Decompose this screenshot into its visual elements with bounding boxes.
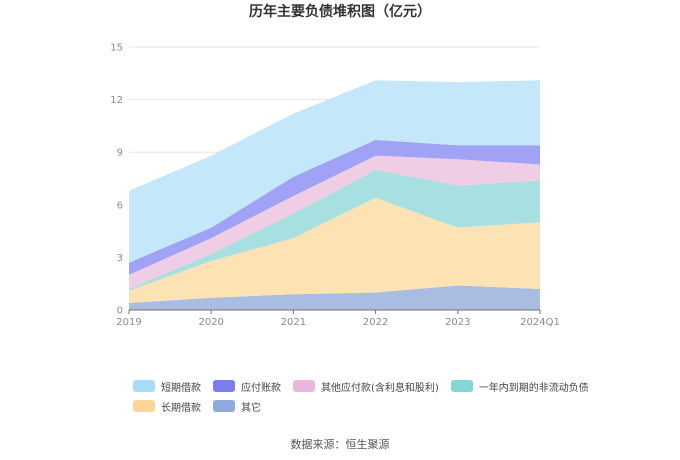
legend-label: 短期借款	[161, 382, 201, 394]
y-axis-ticks: 0 3 6 9 12 15	[110, 43, 123, 317]
y-tick-label: 6	[117, 200, 123, 211]
legend-label: 其他应付款(含利息和股利)	[321, 382, 439, 394]
area-series	[129, 169, 540, 291]
legend-item[interactable]: 一年内到期的非流动负债	[450, 379, 589, 394]
area-series	[129, 155, 540, 289]
legend: 短期借款 应付账款 其他应付款(含利息和股利) 一年内到期的非流动负债 长期借款 其它	[133, 376, 653, 416]
legend-row: 长期借款 其它	[133, 396, 653, 416]
legend-item[interactable]: 其它	[213, 399, 261, 414]
legend-row: 短期借款 应付账款 其他应付款(含利息和股利) 一年内到期的非流动负债	[133, 376, 653, 396]
legend-item[interactable]: 长期借款	[133, 399, 201, 414]
legend-label: 其它	[241, 402, 261, 414]
y-tick-label: 12	[110, 95, 123, 106]
y-tick-label: 9	[117, 148, 123, 159]
legend-item[interactable]: 应付账款	[213, 379, 281, 394]
area-series	[129, 197, 540, 303]
area-series	[129, 139, 540, 275]
x-tick-label: 2022	[363, 317, 388, 328]
stacked-areas	[129, 80, 540, 310]
y-tick-label: 3	[117, 253, 123, 264]
legend-label: 长期借款	[161, 402, 201, 414]
legend-item[interactable]: 短期借款	[133, 379, 201, 394]
legend-label: 应付账款	[241, 382, 281, 394]
x-tick-label: 2019	[116, 317, 141, 328]
x-tick-label: 2024Q1	[520, 317, 560, 328]
x-axis-ticks: 2019 2020 2021 2022 2023 2024Q1	[116, 310, 560, 328]
legend-item[interactable]: 其他应付款(含利息和股利)	[293, 379, 439, 394]
y-tick-label: 0	[117, 306, 123, 317]
legend-swatch	[293, 380, 315, 392]
legend-swatch	[450, 380, 473, 392]
x-tick-label: 2021	[281, 317, 306, 328]
chart-title: 历年主要负债堆积图（亿元）	[249, 3, 431, 20]
y-tick-label: 15	[110, 43, 123, 54]
legend-swatch	[133, 380, 155, 392]
x-tick-label: 2020	[198, 317, 223, 328]
legend-label: 一年内到期的非流动负债	[478, 382, 589, 394]
area-series	[129, 285, 540, 310]
x-tick-label: 2023	[445, 317, 470, 328]
legend-swatch	[213, 380, 235, 392]
data-source: 数据来源：恒生聚源	[290, 438, 390, 451]
legend-swatch	[213, 400, 235, 412]
area-series	[129, 80, 540, 263]
legend-swatch	[133, 400, 155, 412]
